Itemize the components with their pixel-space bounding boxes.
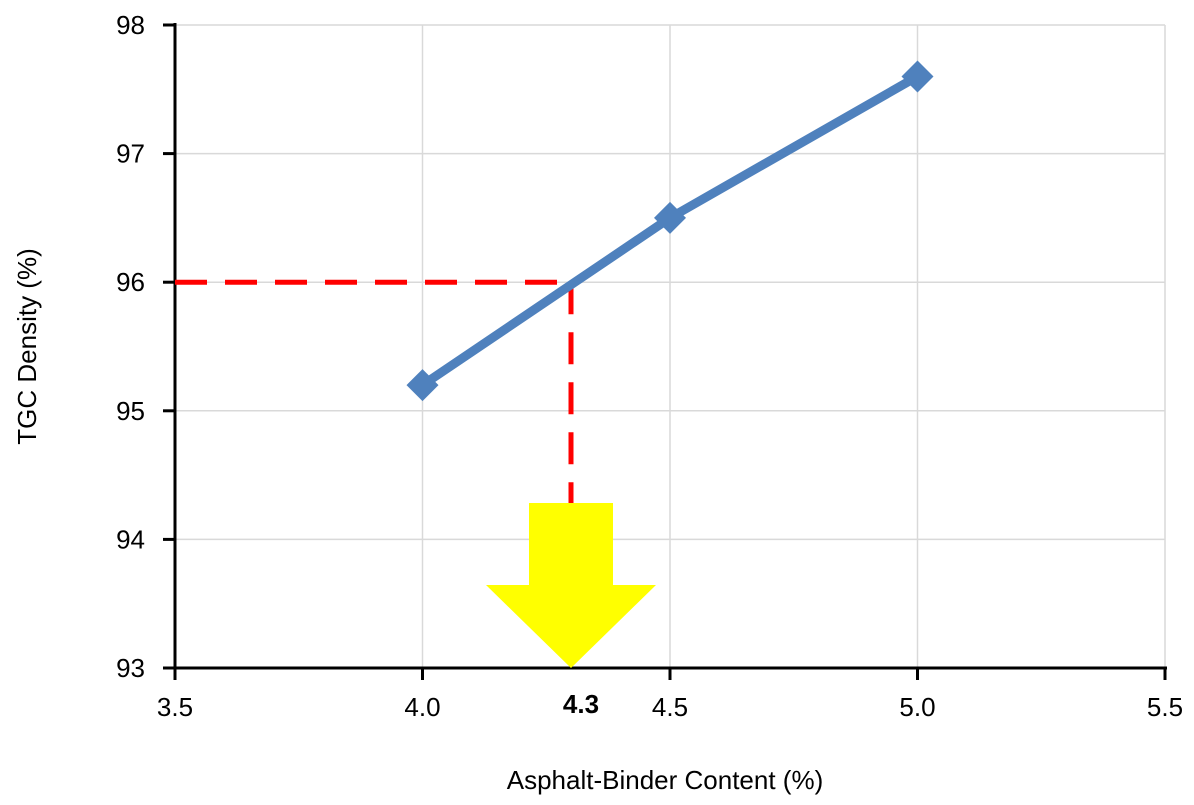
y-tick-label: 94 [116,524,145,554]
x-tick-label: 4.0 [404,692,440,722]
gridlines [175,24,1166,668]
target-x-label: 4.3 [563,689,599,719]
target-guides [175,279,574,505]
markers [406,60,934,402]
down-arrow-icon [486,503,656,668]
x-tick-label: 5.0 [899,692,935,722]
data-point-marker [654,201,686,234]
y-tick-label: 95 [116,396,145,426]
y-axis-title: TGC Density (%) [12,248,42,444]
x-axis-title: Asphalt-Binder Content (%) [507,765,823,795]
axes: 3.5 4.0 4.5 5.0 5.5 93 94 95 96 97 98 [116,10,1183,722]
x-tick-label: 5.5 [1147,692,1183,722]
data-point-marker [406,369,439,402]
target-arrow [486,503,656,668]
y-tick-label: 97 [116,139,145,169]
x-tick-label: 3.5 [157,692,193,722]
y-tick-label: 93 [116,653,145,683]
y-tick-label: 96 [116,267,145,297]
data-point-marker [901,60,934,93]
labels: 4.3 Asphalt-Binder Content (%) TGC Densi… [12,248,823,795]
x-tick-label: 4.5 [652,692,688,722]
y-tick-label: 98 [116,10,145,40]
